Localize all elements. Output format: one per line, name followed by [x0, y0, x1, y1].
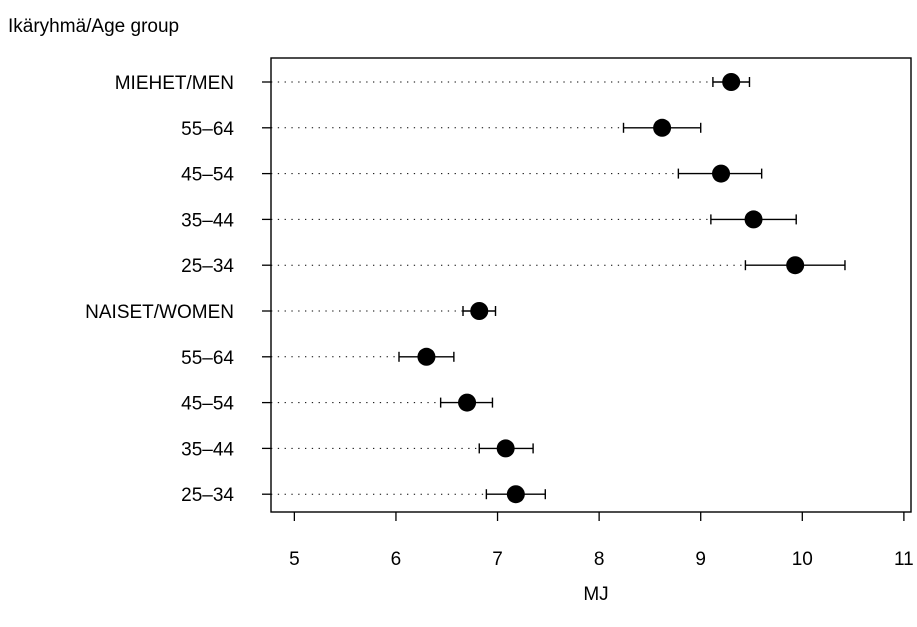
y-tick-label: MIEHET/MEN — [115, 73, 234, 94]
x-tick-label: 5 — [289, 549, 300, 570]
y-tick-label: 25–34 — [181, 256, 234, 277]
y-tick-label: 35–44 — [181, 210, 234, 231]
y-tick-label: 55–64 — [181, 119, 234, 140]
data-point — [653, 118, 672, 137]
x-tick-label: 10 — [792, 549, 813, 570]
x-tick-label: 7 — [492, 549, 503, 570]
data-point — [722, 73, 741, 91]
chart-rows: MIEHET/MEN 55–64 45–54 35–44 25–34 NAISET/WOM… — [85, 73, 846, 506]
x-axis: 5 6 7 8 9 10 11 — [289, 512, 914, 570]
data-point — [506, 485, 525, 504]
data-point — [496, 439, 515, 458]
data-point — [417, 347, 436, 366]
y-tick-label: 55–64 — [181, 348, 234, 369]
x-tick-label: 8 — [594, 549, 605, 570]
y-tick-label: 25–34 — [181, 485, 234, 506]
data-point — [744, 210, 763, 229]
x-tick-label: 11 — [894, 549, 914, 570]
y-tick-label: 35–44 — [181, 439, 234, 460]
x-tick-label: 9 — [695, 549, 706, 570]
data-point — [458, 393, 477, 412]
plot-frame — [270, 57, 912, 513]
data-point — [786, 256, 805, 275]
y-axis-title: Ikäryhmä/Age group — [8, 16, 179, 37]
x-axis-title: MJ — [583, 584, 608, 605]
data-point — [470, 302, 489, 320]
y-tick-label: 45–54 — [181, 394, 234, 415]
x-tick-label: 6 — [391, 549, 402, 570]
y-tick-label: NAISET/WOMEN — [85, 302, 234, 323]
data-point — [712, 164, 731, 183]
y-tick-label: 45–54 — [181, 165, 234, 186]
